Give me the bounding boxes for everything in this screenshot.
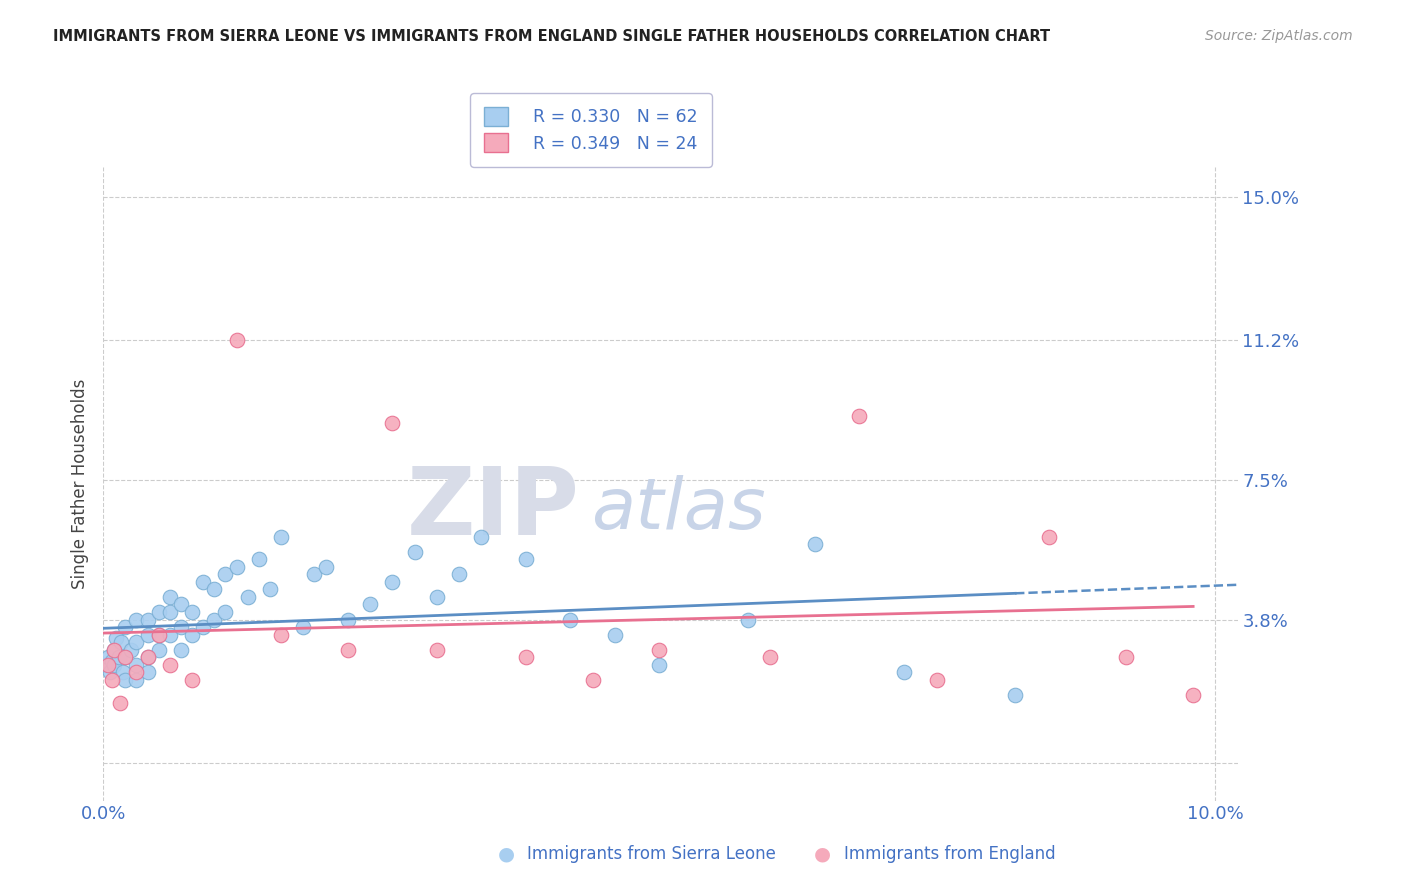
- Point: [112, 665, 135, 680]
- Point: [148, 628, 170, 642]
- Point: [193, 620, 215, 634]
- Point: [225, 559, 247, 574]
- Y-axis label: Single Father Households: Single Father Households: [72, 378, 89, 589]
- Point: [515, 650, 537, 665]
- Point: [125, 635, 148, 649]
- Point: [148, 642, 170, 657]
- Point: [193, 574, 215, 589]
- Point: [214, 605, 236, 619]
- Point: [359, 598, 381, 612]
- Point: [98, 665, 121, 680]
- Point: [181, 605, 204, 619]
- Point: [247, 552, 270, 566]
- Point: [270, 530, 292, 544]
- Point: [125, 673, 148, 687]
- Point: [1182, 688, 1205, 702]
- Point: [804, 537, 827, 551]
- Point: [103, 642, 125, 657]
- Point: [114, 650, 136, 665]
- Text: IMMIGRANTS FROM SIERRA LEONE VS IMMIGRANTS FROM ENGLAND SINGLE FATHER HOUSEHOLDS: IMMIGRANTS FROM SIERRA LEONE VS IMMIGRAN…: [53, 29, 1050, 44]
- Point: [136, 613, 159, 627]
- Point: [97, 657, 120, 672]
- Point: [114, 650, 136, 665]
- Point: [426, 590, 449, 604]
- Point: [110, 635, 132, 649]
- Point: [1115, 650, 1137, 665]
- Point: [159, 657, 181, 672]
- Point: [202, 582, 225, 597]
- Text: ●: ●: [498, 845, 515, 863]
- Point: [103, 657, 125, 672]
- Point: [94, 657, 117, 672]
- Point: [381, 574, 404, 589]
- Point: [560, 613, 582, 627]
- Point: [304, 567, 326, 582]
- Point: [136, 650, 159, 665]
- Point: [101, 673, 124, 687]
- Point: [105, 632, 128, 646]
- Point: [225, 334, 247, 348]
- Point: [404, 544, 426, 558]
- Point: [603, 628, 626, 642]
- Point: [336, 613, 359, 627]
- Text: Immigrants from Sierra Leone: Immigrants from Sierra Leone: [527, 846, 776, 863]
- Point: [159, 605, 181, 619]
- Point: [315, 559, 337, 574]
- Point: [103, 642, 125, 657]
- Text: ●: ●: [814, 845, 831, 863]
- Point: [108, 696, 131, 710]
- Point: [148, 605, 170, 619]
- Point: [1038, 530, 1060, 544]
- Point: [381, 417, 404, 431]
- Point: [648, 657, 671, 672]
- Point: [447, 567, 470, 582]
- Point: [470, 530, 492, 544]
- Point: [170, 598, 193, 612]
- Point: [125, 665, 148, 680]
- Text: Source: ZipAtlas.com: Source: ZipAtlas.com: [1205, 29, 1353, 43]
- Point: [148, 628, 170, 642]
- Point: [101, 654, 124, 668]
- Point: [125, 613, 148, 627]
- Point: [202, 613, 225, 627]
- Point: [515, 552, 537, 566]
- Point: [259, 582, 281, 597]
- Point: [170, 642, 193, 657]
- Point: [927, 673, 949, 687]
- Text: Immigrants from England: Immigrants from England: [844, 846, 1056, 863]
- Point: [136, 665, 159, 680]
- Point: [181, 673, 204, 687]
- Point: [120, 642, 142, 657]
- Point: [114, 673, 136, 687]
- Point: [581, 673, 603, 687]
- Point: [336, 642, 359, 657]
- Point: [759, 650, 782, 665]
- Point: [270, 628, 292, 642]
- Point: [236, 590, 259, 604]
- Point: [737, 613, 759, 627]
- Point: [136, 650, 159, 665]
- Legend:   R = 0.330   N = 62,   R = 0.349   N = 24: R = 0.330 N = 62, R = 0.349 N = 24: [470, 94, 711, 167]
- Point: [107, 650, 129, 665]
- Point: [159, 628, 181, 642]
- Point: [181, 628, 204, 642]
- Point: [170, 620, 193, 634]
- Point: [292, 620, 315, 634]
- Point: [648, 642, 671, 657]
- Point: [893, 665, 915, 680]
- Point: [159, 590, 181, 604]
- Point: [114, 620, 136, 634]
- Point: [848, 409, 870, 423]
- Text: ZIP: ZIP: [406, 463, 579, 555]
- Point: [214, 567, 236, 582]
- Point: [136, 628, 159, 642]
- Point: [125, 657, 148, 672]
- Point: [97, 650, 120, 665]
- Text: atlas: atlas: [591, 475, 766, 543]
- Point: [426, 642, 449, 657]
- Point: [1004, 688, 1026, 702]
